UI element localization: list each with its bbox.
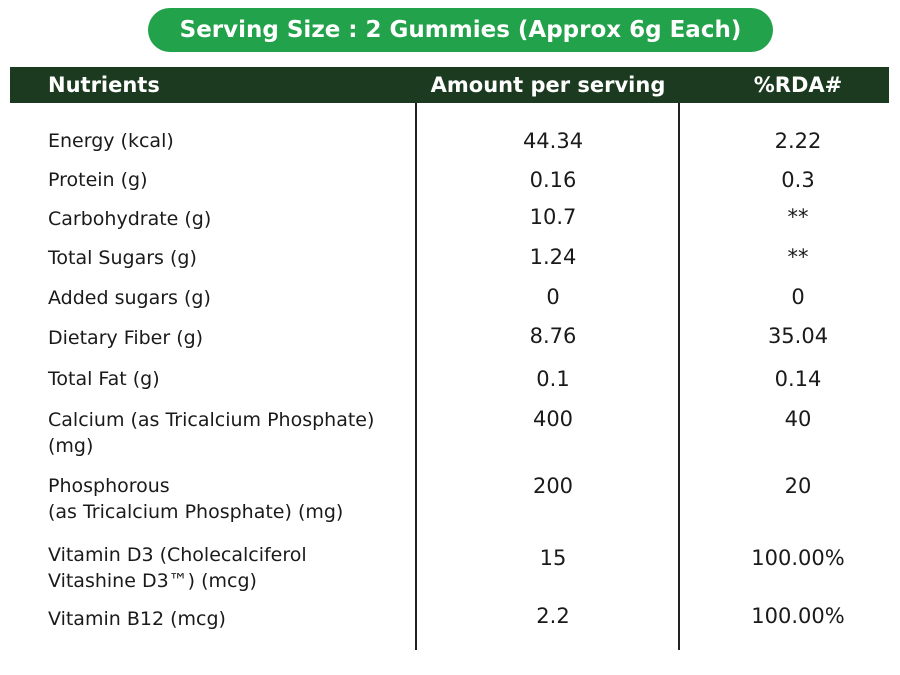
rda-value: 40 (784, 407, 812, 431)
nutrient-name: Energy (kcal) (48, 130, 174, 152)
rda-value: 35.04 (767, 324, 829, 348)
nutrient-name: Total Sugars (g) (48, 247, 197, 269)
rda-value: 0.3 (781, 168, 815, 192)
nutrient-name: (as Tricalcium Phosphate) (mg) (48, 501, 344, 523)
column-header: Nutrients (48, 73, 160, 97)
nutrient-name: Vitashine D3™) (mcg) (48, 570, 257, 592)
nutrient-name: Phosphorous (48, 475, 170, 497)
rda-value: 0.14 (774, 367, 822, 391)
nutrient-name: Added sugars (g) (48, 287, 211, 309)
rda-value: ** (787, 245, 809, 269)
amount-value: 44.34 (522, 129, 584, 153)
serving-size-banner: Serving Size : 2 Gummies (Approx 6g Each… (148, 8, 773, 52)
rda-value: ** (787, 205, 809, 229)
nutrient-name: Vitamin D3 (Cholecalciferol (48, 544, 307, 566)
nutrient-name: Calcium (as Tricalcium Phosphate) (48, 409, 375, 431)
table-header (10, 67, 889, 103)
amount-value: 0.16 (529, 168, 577, 192)
rda-value: 20 (784, 474, 812, 498)
rda-value: 0 (791, 285, 805, 309)
amount-value: 0 (546, 285, 560, 309)
amount-value: 200 (532, 474, 574, 498)
nutrient-name: Dietary Fiber (g) (48, 327, 204, 349)
column-divider (415, 103, 417, 650)
nutrient-name: Protein (g) (48, 169, 148, 191)
nutrient-name: (mg) (48, 435, 94, 457)
amount-value: 8.76 (529, 324, 577, 348)
amount-value: 15 (539, 546, 567, 570)
column-divider (678, 103, 680, 650)
nutrient-name: Vitamin B12 (mcg) (48, 608, 226, 630)
amount-value: 2.2 (536, 604, 570, 628)
nutrient-name: Carbohydrate (g) (48, 208, 212, 230)
nutrient-name: Total Fat (g) (48, 368, 160, 390)
rda-value: 2.22 (774, 129, 822, 153)
amount-value: 1.24 (529, 245, 577, 269)
column-header: %RDA# (753, 73, 843, 97)
amount-value: 0.1 (536, 367, 570, 391)
rda-value: 100.00% (751, 546, 845, 570)
amount-value: 10.7 (529, 205, 577, 229)
column-header: Amount per serving (430, 73, 666, 97)
amount-value: 400 (532, 407, 574, 431)
rda-value: 100.00% (751, 604, 845, 628)
